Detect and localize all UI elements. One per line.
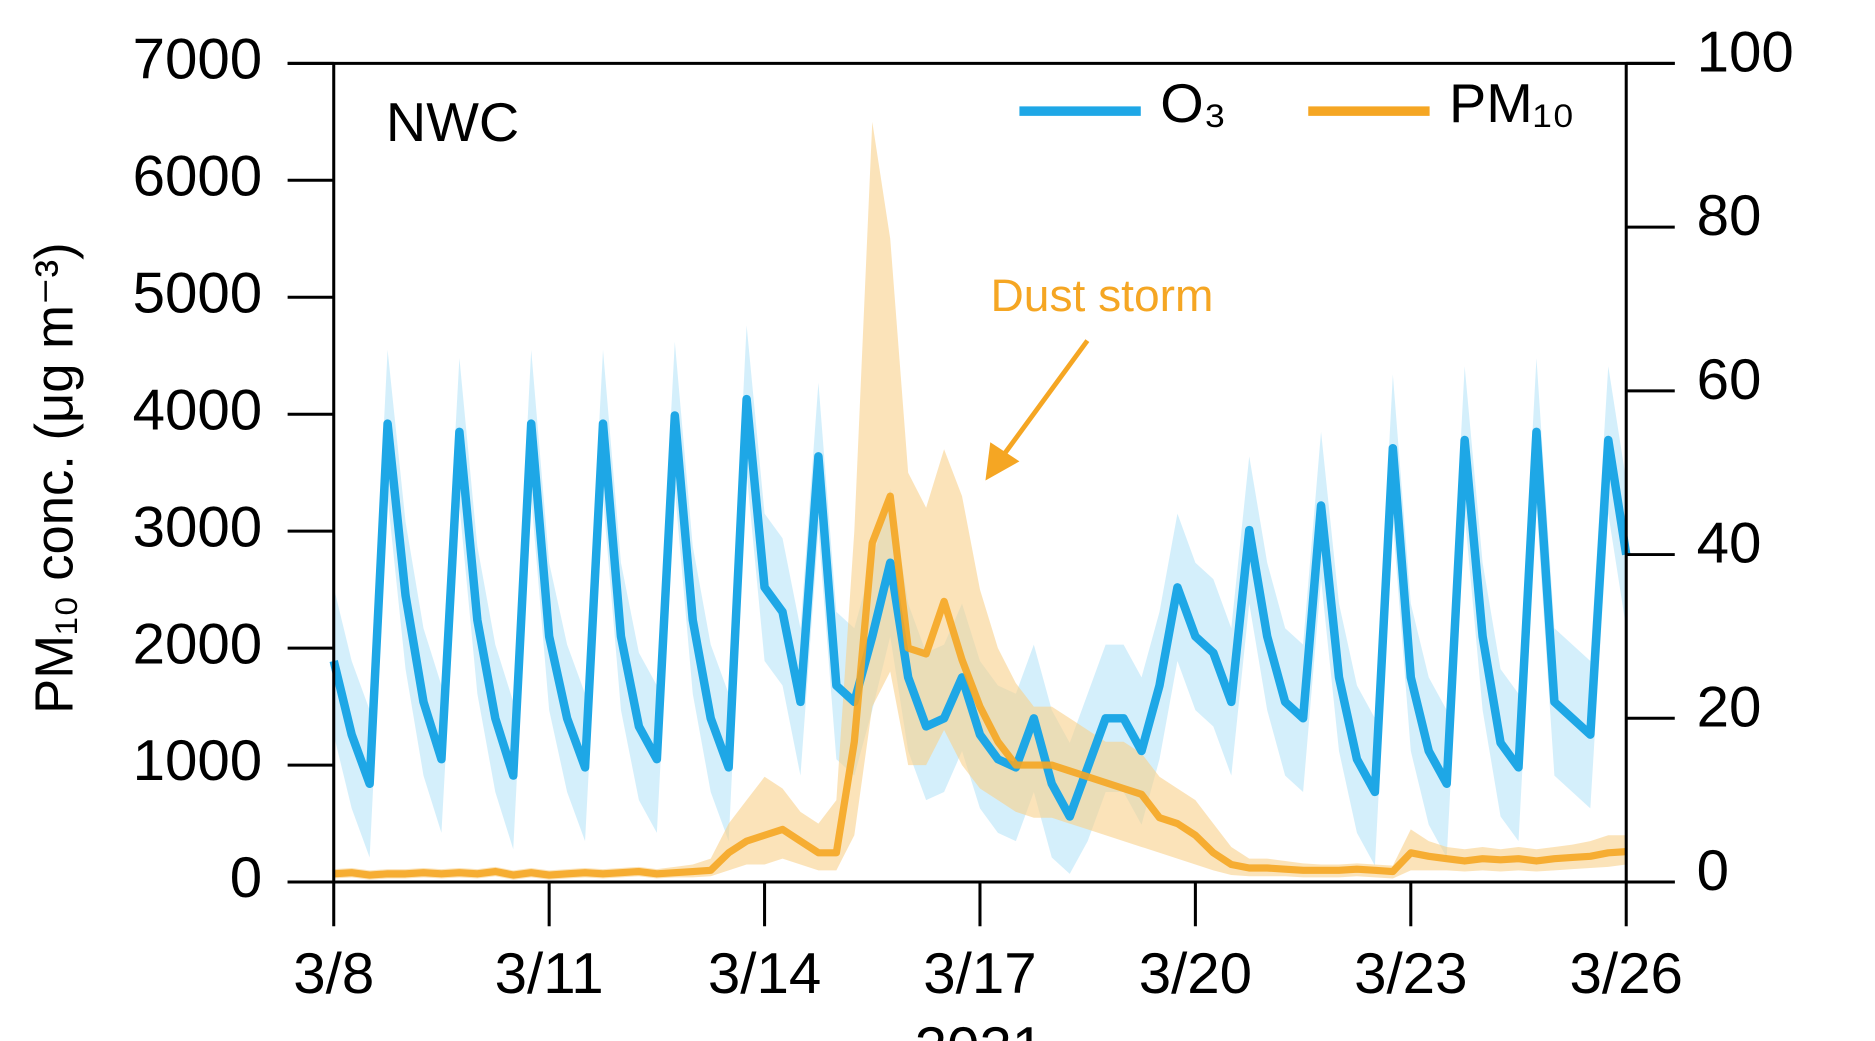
y-tick-label: 3000 [133,496,263,560]
y-axis-label: PM₁₀ conc. (μg m⁻³) [25,242,84,714]
x-axis-label: 2021 [915,1016,1045,1041]
x-tick-label: 3/23 [1354,942,1467,1006]
panel-label: NWC [386,92,519,154]
x-tick-label: 3/11 [495,942,604,1006]
y-tick-label: 2000 [133,613,263,677]
legend: O₃ PM₁₀ [1019,72,1575,134]
x-tick-label: 3/8 [293,942,374,1006]
y2-tick-label: 40 [1697,512,1762,576]
y2-tick-label: 0 [1697,839,1729,903]
x-tick-label: 3/14 [708,942,821,1006]
y-tick-label: 7000 [133,28,263,92]
y2-tick-label: 60 [1697,348,1762,412]
x-tick-label: 3/20 [1139,942,1252,1006]
series-line [329,394,1631,821]
annotation-arrow [985,339,1090,481]
annotation: Dust storm [991,270,1214,321]
y-tick-label: 4000 [133,379,263,443]
y-tick-label: 0 [230,847,262,911]
legend-label: O₃ [1160,72,1226,134]
y-tick-label: 5000 [133,262,263,326]
y-tick-label: 1000 [133,730,263,794]
legend-label: PM₁₀ [1449,72,1575,134]
x-tick-label: 3/17 [923,942,1036,1006]
y2-tick-label: 100 [1697,21,1794,85]
arrow-shaft [1000,339,1090,458]
arrow-head [985,442,1020,481]
lines [329,394,1631,879]
series-line [333,492,1627,879]
axes: 0 1000 2000 3000 4000 5000 6000 7000 0 20 40 60 80 10… [133,21,1794,1006]
y2-tick-label: 20 [1697,676,1762,740]
y-tick-label: 6000 [133,145,263,209]
x-tick-label: 3/26 [1570,942,1683,1006]
y2-tick-label: 80 [1697,184,1762,248]
